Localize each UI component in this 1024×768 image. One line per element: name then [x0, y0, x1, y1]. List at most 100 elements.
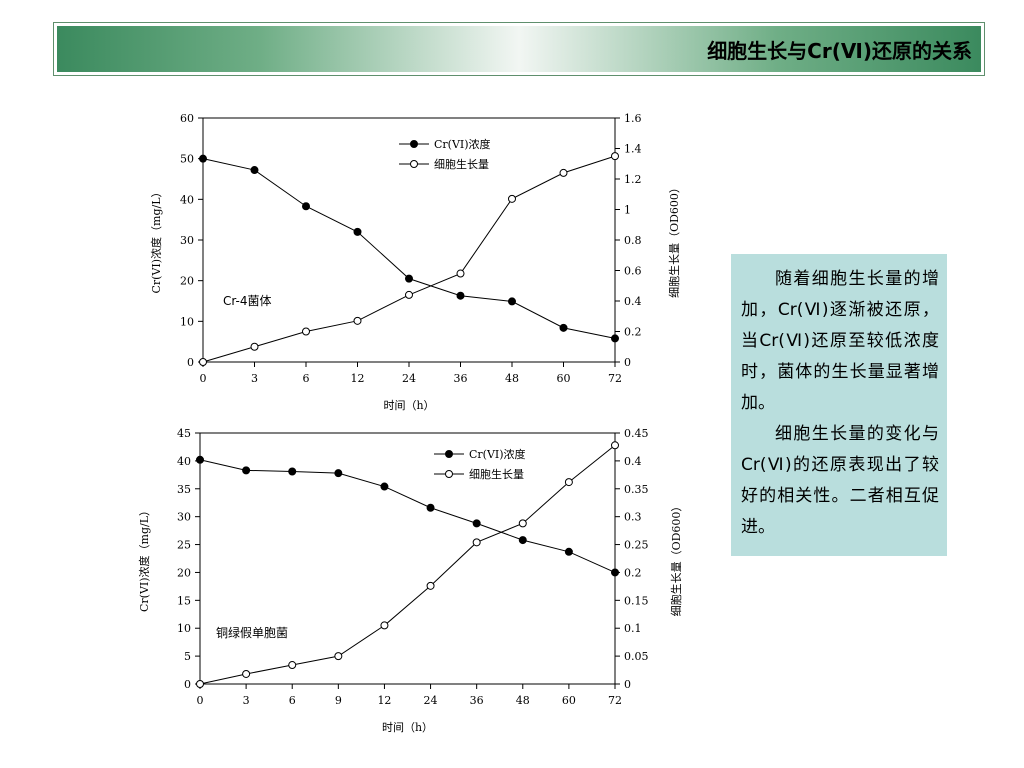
cell-growth-point [288, 661, 297, 670]
cr-concentration-point [302, 202, 310, 211]
y2-axis-label: 细胞生长量（OD600） [669, 501, 683, 617]
y2-tick-label: 0.6 [624, 265, 642, 278]
series-line-2 [199, 444, 616, 685]
cr-concentration-point [199, 154, 207, 163]
cr-concentration-point [456, 291, 465, 300]
legend-marker [410, 160, 418, 168]
cell-growth-point [199, 358, 207, 366]
cr-concentration-point [426, 503, 435, 512]
x-tick-label: 12 [377, 694, 391, 707]
cell-growth-point [508, 194, 516, 203]
y-tick-label: 10 [177, 622, 191, 635]
x-tick-label: 48 [505, 372, 519, 385]
cr-concentration-point [472, 519, 481, 528]
x-tick-label: 60 [562, 694, 576, 707]
cr-concentration-point [242, 466, 251, 475]
y-tick-label: 50 [180, 153, 194, 166]
y-axis-label: Cr(VI)浓度（mg/L） [149, 186, 163, 293]
y2-tick-label: 0.45 [624, 427, 649, 440]
x-tick-label: 6 [289, 694, 296, 707]
cr-concentration-point [288, 467, 297, 476]
x-tick-label: 3 [243, 694, 250, 707]
cell-growth-point [564, 478, 573, 487]
y2-axis-label: 细胞生长量（OD600） [667, 182, 681, 298]
x-tick-label: 0 [197, 694, 204, 707]
legend-label: 细胞生长量 [469, 467, 524, 481]
y2-tick-label: 0.4 [624, 295, 642, 308]
y2-tick-label: 0 [624, 356, 631, 369]
cell-growth-point [472, 538, 481, 547]
cell-growth-point [380, 621, 389, 630]
x-tick-label: 60 [557, 372, 571, 385]
x-tick-label: 36 [454, 372, 468, 385]
x-tick-label: 9 [335, 694, 342, 707]
x-tick-label: 6 [303, 372, 310, 385]
cell-growth-point [334, 652, 343, 661]
legend-label: 细胞生长量 [434, 157, 489, 171]
cell-growth-point [426, 581, 435, 590]
legend-label: Cr(VI)浓度 [469, 447, 526, 461]
y-tick-label: 35 [177, 483, 191, 496]
cr-concentration-point [611, 334, 619, 343]
x-tick-label: 72 [608, 694, 622, 707]
y2-tick-label: 0.8 [624, 234, 642, 247]
cell-growth-point [196, 680, 204, 688]
y2-tick-label: 0.2 [624, 326, 642, 339]
cr-concentration-point [250, 166, 259, 175]
cr-concentration-point [405, 274, 413, 283]
series-line-1 [199, 459, 616, 573]
x-tick-label: 3 [251, 372, 258, 385]
y2-tick-label: 1.4 [624, 143, 642, 156]
y-tick-label: 40 [180, 193, 194, 206]
y-tick-label: 0 [184, 678, 191, 691]
cell-growth-point [456, 269, 465, 278]
cr-concentration-point [559, 323, 568, 332]
y-tick-label: 30 [180, 234, 194, 247]
title-bar-gradient [57, 26, 981, 72]
cell-growth-point [302, 327, 310, 336]
cr-concentration-point [334, 469, 343, 478]
legend-marker [410, 140, 418, 148]
note-box: 随着细胞生长量的增加，Cr(Ⅵ)逐渐被还原，当Cr(Ⅵ)还原至较低浓度时，菌体的… [731, 254, 947, 556]
x-tick-label: 24 [424, 694, 438, 707]
title-bar: 细胞生长与Cr(Ⅵ)还原的关系 [53, 22, 985, 76]
y2-tick-label: 0.3 [624, 511, 642, 524]
y2-tick-label: 0.2 [624, 566, 642, 579]
y-tick-label: 20 [177, 566, 191, 579]
y-axis-label: Cr(VI)浓度（mg/L） [137, 505, 151, 612]
y-tick-label: 40 [177, 455, 191, 468]
y2-tick-label: 0.05 [624, 650, 649, 663]
cr-concentration-point [353, 227, 362, 236]
y-tick-label: 15 [177, 594, 191, 607]
cell-growth-point [405, 290, 413, 299]
y-tick-label: 20 [180, 275, 194, 288]
cr-concentration-point [518, 536, 527, 545]
y-tick-label: 5 [184, 650, 191, 663]
strain-annotation: Cr-4菌体 [223, 294, 272, 308]
plot-frame [199, 432, 616, 685]
cell-growth-point [518, 519, 527, 528]
y2-tick-label: 1.2 [624, 173, 642, 186]
cr-concentration-point [196, 455, 204, 464]
legend-label: Cr(VI)浓度 [434, 137, 491, 151]
y-tick-label: 30 [177, 511, 191, 524]
y2-tick-label: 0.4 [624, 455, 642, 468]
y2-tick-label: 0.35 [624, 483, 649, 496]
legend-marker [445, 470, 453, 478]
note-paragraph-2: 细胞生长量的变化与Cr(Ⅵ)的还原表现出了较好的相关性。二者相互促进。 [741, 424, 939, 537]
y2-tick-label: 0.15 [624, 594, 649, 607]
cell-growth-point [611, 152, 619, 161]
cr-concentration-point [508, 297, 516, 306]
x-tick-label: 48 [516, 694, 530, 707]
y2-tick-label: 1.6 [624, 112, 642, 125]
cell-growth-point [611, 441, 619, 450]
y2-tick-label: 0.1 [624, 622, 642, 635]
strain-annotation: 铜绿假单胞菌 [216, 625, 288, 640]
cell-growth-point [353, 316, 362, 325]
x-axis-label: 时间（h） [383, 399, 434, 412]
y2-tick-label: 0 [624, 678, 631, 691]
note-paragraph-1: 随着细胞生长量的增加，Cr(Ⅵ)逐渐被还原，当Cr(Ⅵ)还原至较低浓度时，菌体的… [741, 269, 939, 413]
y2-tick-label: 0.25 [624, 539, 649, 552]
y-tick-label: 10 [180, 315, 194, 328]
